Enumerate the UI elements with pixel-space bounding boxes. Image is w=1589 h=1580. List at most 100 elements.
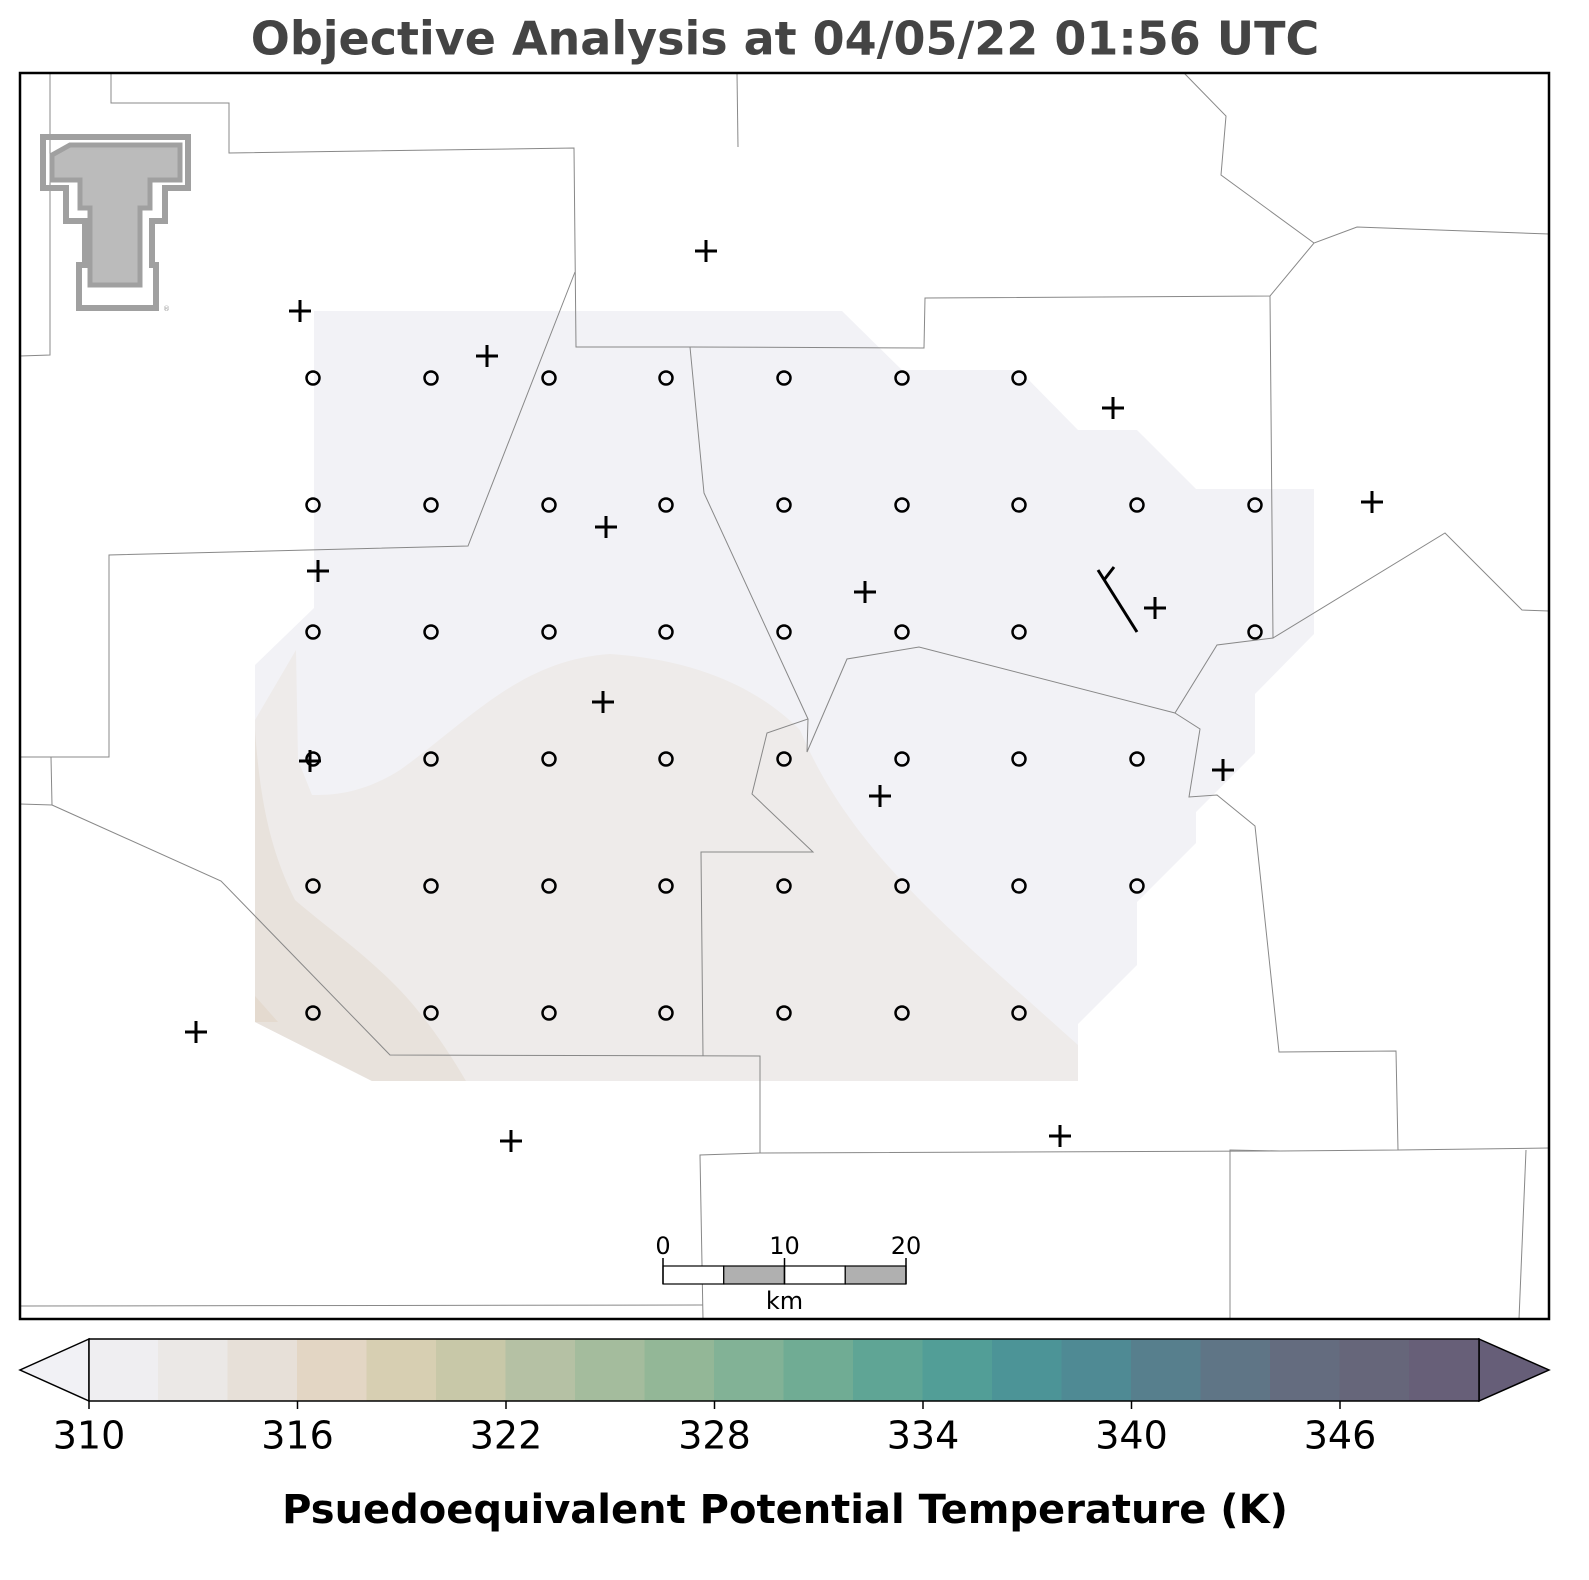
scale-tick-label: 0 (655, 1232, 670, 1260)
grid-point (1247, 497, 1263, 513)
grid-point (305, 497, 321, 513)
grid-point (658, 751, 674, 767)
grid-point (658, 370, 674, 386)
grid-point (776, 1005, 792, 1021)
stations (185, 240, 1383, 1152)
colorbar-bin (853, 1338, 924, 1402)
colorbar-bin (992, 1338, 1063, 1402)
station (1144, 597, 1166, 619)
colorbar-bin (1409, 1338, 1480, 1402)
grid-point (1011, 497, 1027, 513)
colorbar-tick-label: 346 (1304, 1414, 1377, 1458)
grid-point (894, 878, 910, 894)
scale-segment (662, 1265, 725, 1285)
grid-point (1011, 370, 1027, 386)
scale-bar: 0 10 20 km (655, 1232, 921, 1315)
grid-point (541, 497, 557, 513)
station (1361, 491, 1383, 513)
station (1049, 1125, 1071, 1147)
grid-point (423, 878, 439, 894)
colorbar-bin (644, 1338, 715, 1402)
colorbar-bin (714, 1338, 785, 1402)
colorbar-tick-label: 316 (261, 1414, 334, 1458)
scale-tick-label: 10 (769, 1232, 800, 1260)
station (185, 1021, 207, 1043)
grid-point (541, 878, 557, 894)
grid-point (1011, 751, 1027, 767)
colorbar-bin (366, 1338, 437, 1402)
grid-point (776, 751, 792, 767)
grid-point (541, 624, 557, 640)
grid-point (305, 751, 321, 767)
grid-point (541, 1005, 557, 1021)
grid-point (305, 370, 321, 386)
grid-point (1129, 497, 1145, 513)
grid-point (1247, 624, 1263, 640)
grid-point (423, 370, 439, 386)
scale-segment (783, 1265, 846, 1285)
grid-point (658, 878, 674, 894)
grid-point (423, 751, 439, 767)
station (299, 750, 321, 772)
colorbar-bin (227, 1338, 298, 1402)
colorbar-tick-label: 334 (887, 1414, 960, 1458)
grid-point (305, 624, 321, 640)
analysis-shading (255, 650, 1078, 1081)
colorbar-bin (158, 1338, 229, 1402)
grid-point (423, 1005, 439, 1021)
colorbar-tick-label: 310 (53, 1414, 126, 1458)
colorbar-tick-label: 322 (470, 1414, 543, 1458)
grid-point (894, 624, 910, 640)
grid-point (423, 624, 439, 640)
grid-point (894, 497, 910, 513)
title: Objective Analysis at 04/05/22 01:56 UTC (251, 12, 1320, 66)
station (854, 581, 876, 603)
scale-tick-label: 20 (891, 1232, 922, 1260)
grid-point (658, 624, 674, 640)
colorbar-tick-label: 340 (1095, 1414, 1168, 1458)
grid-point (305, 1005, 321, 1021)
grid-point (423, 497, 439, 513)
map: ® (18, 71, 1551, 1321)
grid-point (541, 751, 557, 767)
grid-point (776, 497, 792, 513)
colorbar-extend-high (1478, 1337, 1551, 1403)
colorbar-bin (575, 1338, 646, 1402)
colorbar-bin (88, 1338, 159, 1402)
grid-point (305, 878, 321, 894)
analysis-shading (255, 730, 466, 1081)
grid-point (1011, 878, 1027, 894)
colorbar: 310 316 322 328 334 340 346 (18, 1337, 1551, 1458)
analysis-shading (255, 996, 278, 1022)
svg-text:®: ® (163, 305, 170, 313)
station (695, 240, 717, 262)
grid-point (1129, 878, 1145, 894)
colorbar-label: Psuedoequivalent Potential Temperature (… (282, 1487, 1288, 1533)
grid-point (894, 751, 910, 767)
colorbar-bin (436, 1338, 507, 1402)
grid-point (776, 878, 792, 894)
wind-barb (1096, 566, 1139, 633)
scale-segment (844, 1265, 907, 1285)
grid-point (894, 1005, 910, 1021)
colorbar-frame (88, 1338, 1480, 1402)
colorbar-bin (1270, 1338, 1341, 1402)
logo: ® (40, 134, 191, 313)
scale-unit: km (766, 1287, 803, 1315)
station (869, 785, 891, 807)
grid-point (1011, 1005, 1027, 1021)
grid-point (1011, 624, 1027, 640)
grid-point (776, 370, 792, 386)
colorbar-bin (783, 1338, 854, 1402)
colorbar-extend-low (18, 1337, 90, 1403)
colorbar-bin (1061, 1338, 1132, 1402)
colorbar-bin (1339, 1338, 1410, 1402)
colorbar-bin (297, 1338, 368, 1402)
grid-point (894, 370, 910, 386)
station (476, 345, 498, 367)
station (500, 1130, 522, 1152)
station (595, 516, 617, 538)
grid-point (658, 497, 674, 513)
grid-point (541, 370, 557, 386)
